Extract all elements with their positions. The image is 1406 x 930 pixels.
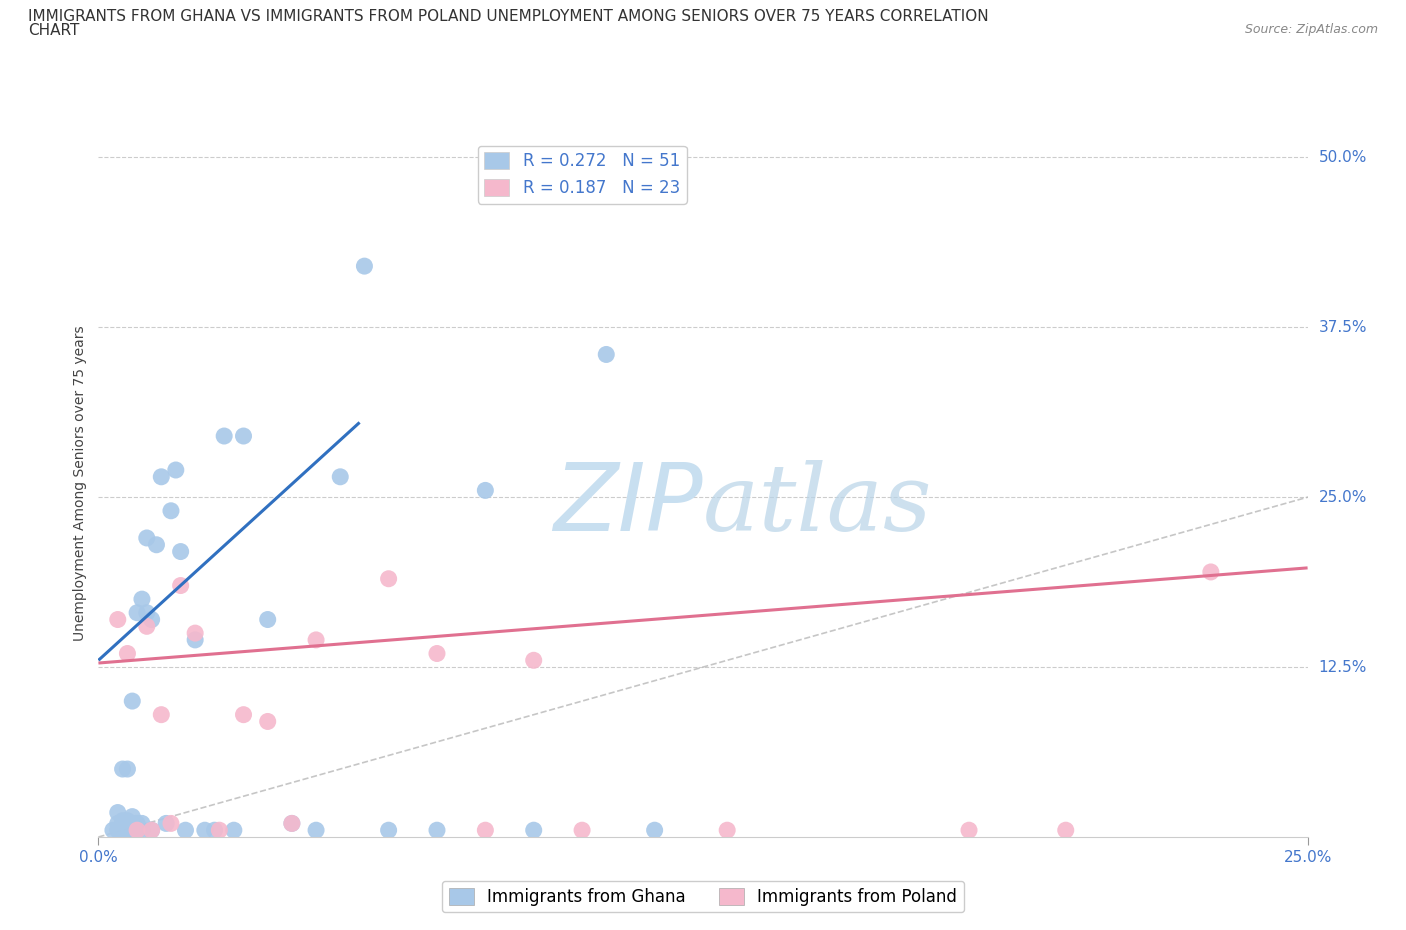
Point [121,809,143,824]
Point [117,646,139,661]
Point [174,823,197,838]
Point [208,823,231,838]
Point [184,632,207,647]
Point [107,612,129,627]
Text: IMMIGRANTS FROM GHANA VS IMMIGRANTS FROM POLAND UNEMPLOYMENT AMONG SENIORS OVER : IMMIGRANTS FROM GHANA VS IMMIGRANTS FROM… [28,9,988,24]
Point [101,823,124,838]
Point [184,626,207,641]
Point [377,571,399,586]
Point [377,823,399,838]
Point [194,823,217,838]
Legend: R = 0.272   N = 51, R = 0.187   N = 23: R = 0.272 N = 51, R = 0.187 N = 23 [478,146,686,204]
Point [107,805,129,820]
Point [127,823,149,838]
Text: 12.5%: 12.5% [1319,659,1367,674]
Point [131,816,153,830]
Point [111,816,134,830]
Point [111,813,134,828]
Point [155,816,177,830]
Point [141,823,163,838]
Point [1054,823,1077,838]
Point [305,823,328,838]
Point [111,820,134,835]
Legend: Immigrants from Ghana, Immigrants from Poland: Immigrants from Ghana, Immigrants from P… [441,881,965,912]
Point [644,823,666,838]
Text: Source: ZipAtlas.com: Source: ZipAtlas.com [1244,23,1378,36]
Point [131,591,153,606]
Point [595,347,617,362]
Point [523,823,546,838]
Point [169,578,191,593]
Point [353,259,375,273]
Text: 50.0%: 50.0% [1319,150,1367,165]
Point [150,470,173,485]
Point [222,823,245,838]
Point [165,462,187,477]
Point [135,618,157,633]
Point [121,823,143,838]
Point [127,823,149,838]
Point [111,762,134,777]
Point [256,714,278,729]
Point [474,483,496,498]
Point [131,823,153,838]
Point [474,823,496,838]
Point [117,813,139,828]
Point [121,694,143,709]
Point [204,823,226,838]
Text: 37.5%: 37.5% [1319,320,1367,335]
Point [107,816,129,830]
Point [141,612,163,627]
Text: 25.0%: 25.0% [1319,490,1367,505]
Point [121,816,143,830]
Point [111,823,134,838]
Point [305,632,328,647]
Point [145,538,167,552]
Text: CHART: CHART [28,23,80,38]
Point [1199,565,1222,579]
Point [716,823,738,838]
Point [127,605,149,620]
Point [281,816,304,830]
Point [160,816,183,830]
Point [426,646,449,661]
Point [957,823,980,838]
Point [135,530,157,545]
Point [329,470,352,485]
Point [212,429,235,444]
Point [150,707,173,722]
Point [141,823,163,838]
Point [169,544,191,559]
Point [160,503,183,518]
Point [571,823,593,838]
Text: atlas: atlas [703,459,932,550]
Point [232,707,254,722]
Point [256,612,278,627]
Point [107,823,129,838]
Point [232,429,254,444]
Point [127,816,149,830]
Point [426,823,449,838]
Y-axis label: Unemployment Among Seniors over 75 years: Unemployment Among Seniors over 75 years [73,326,87,642]
Point [523,653,546,668]
Point [281,816,304,830]
Point [117,818,139,833]
Point [135,605,157,620]
Point [117,762,139,777]
Point [117,823,139,838]
Text: ZIP: ZIP [554,459,703,551]
